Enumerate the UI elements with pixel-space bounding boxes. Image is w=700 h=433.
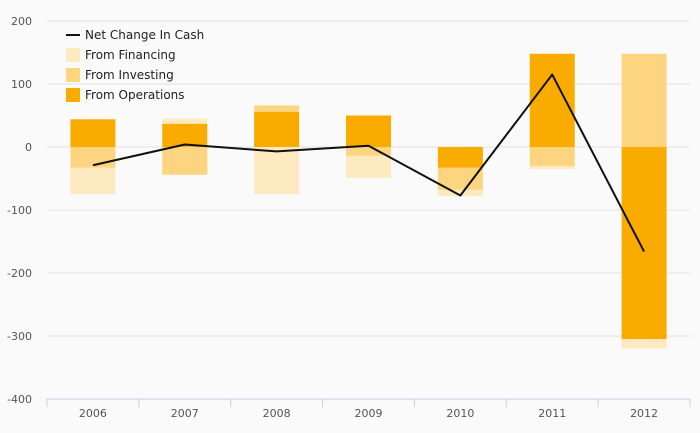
y-tick-label: -300 [7, 330, 32, 343]
x-tick-label: 2010 [446, 407, 474, 420]
y-tick-label: 0 [25, 141, 32, 154]
x-tick-label: 2012 [630, 407, 658, 420]
y-tick-label: 100 [11, 78, 32, 91]
bar-from-operations-2007 [162, 123, 208, 147]
y-axis: 200 100 0 -100 -200 -300 -400 [7, 15, 32, 406]
x-axis: 2006 2007 2008 2009 2010 2011 2012 [46, 398, 691, 420]
legend: Net Change In Cash From Financing From Inv… [66, 28, 204, 102]
x-tick-label: 2008 [263, 407, 291, 420]
bar-from-investing-2012 [621, 53, 667, 148]
bar-from-operations-2010 [437, 147, 483, 168]
net-change-line [92, 73, 645, 253]
legend-label: Net Change In Cash [85, 28, 204, 42]
bar-from-financing-2009 [345, 155, 392, 178]
legend-label: From Financing [85, 48, 176, 62]
y-tick-label: 200 [11, 15, 32, 28]
y-tick-label: -200 [7, 267, 32, 280]
bar-from-financing-2007 [162, 118, 208, 124]
bars-layer [70, 53, 667, 349]
y-tick-label: -100 [7, 204, 32, 217]
x-tick-label: 2011 [538, 407, 566, 420]
bar-from-operations-2006 [70, 119, 116, 147]
net-change-line-layer [92, 73, 645, 253]
legend-swatch [66, 48, 80, 62]
bar-from-financing-2011 [529, 165, 575, 170]
bar-from-operations-2009 [345, 115, 392, 147]
bar-from-investing-2007 [162, 147, 208, 175]
bar-from-investing-2009 [345, 147, 392, 156]
bar-from-financing-2012 [621, 339, 667, 349]
bar-from-operations-2011 [529, 53, 575, 148]
legend-label: From Investing [85, 68, 174, 82]
bar-from-investing-2011 [529, 147, 575, 166]
legend-swatch [66, 68, 80, 82]
bar-from-investing-2008 [254, 105, 300, 112]
bar-from-investing-2010 [437, 167, 483, 190]
legend-swatch [66, 88, 80, 102]
bar-from-financing-2006 [70, 167, 116, 195]
bar-from-financing-2008 [254, 147, 300, 195]
bar-from-financing-2010 [437, 189, 483, 197]
bar-from-operations-2008 [254, 111, 300, 147]
y-tick-label: -400 [7, 393, 32, 406]
x-tick-label: 2009 [355, 407, 383, 420]
x-tick-label: 2007 [171, 407, 199, 420]
x-tick-label: 2006 [79, 407, 107, 420]
legend-label: From Operations [85, 88, 185, 102]
bar-from-operations-2012 [621, 147, 667, 340]
